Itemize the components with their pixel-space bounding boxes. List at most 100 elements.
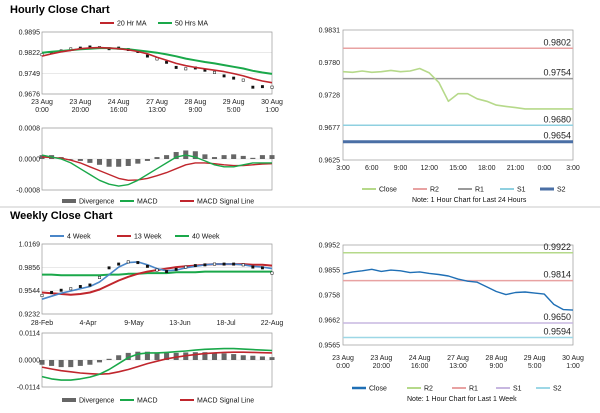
weekly-price-x-tick: 28-Feb [31, 320, 53, 327]
hourly-divergence-bar [68, 159, 74, 160]
hourly-s1-legend-label: S1 [517, 187, 526, 194]
weekly-divergence-bar [39, 360, 45, 365]
weekly-signal-legend-label: MACD Signal Line [197, 398, 254, 405]
hourly-levels-x-tick: 12:00 [420, 165, 438, 172]
weekly-price-x-tick: 9-May [124, 320, 144, 327]
hourly-r1-legend-label: R1 [475, 187, 484, 194]
weekly-price-candle-body [232, 262, 236, 266]
weekly-macd-y-tick: -0.0114 [17, 385, 40, 392]
hourly-price-candle-body [270, 85, 274, 89]
hourly-divergence-bar [192, 151, 198, 159]
weekly-price-x-tick: 22-Aug [261, 320, 284, 327]
weekly-level-s1-label: 0.9650 [543, 312, 571, 322]
hourly-price-y-tick: 0.9749 [19, 71, 41, 78]
hourly-levels-x-tick: 9:00 [394, 165, 408, 172]
weekly-price-candle-body [88, 283, 92, 287]
weekly-divergence-bar [192, 352, 198, 360]
weekly-levels-y-tick: 0.9758 [319, 293, 341, 300]
hourly-price-y-tick: 0.9822 [19, 50, 41, 57]
hourly-price-candle-body [165, 60, 169, 64]
hourly-price-candle-body [174, 65, 178, 69]
weekly-price-x-tick: 4-Apr [79, 320, 97, 327]
weekly-divergence-bar [221, 353, 227, 360]
hourly-price-candle-body [232, 76, 236, 80]
weekly-levels-x-tick: 23 Aug 20:00 [370, 355, 392, 370]
hourly-price-candle-body [251, 85, 255, 89]
hourly-levels-x-tick: 15:00 [449, 165, 467, 172]
hourly-divergence-bar [87, 159, 93, 163]
weekly-levels-y-tick: 0.9565 [319, 343, 341, 350]
hourly-divergence-bar [173, 152, 179, 159]
hourly-price-x-tick: 27 Aug 13:00 [146, 99, 168, 114]
hourly-levels-y-tick: 0.9677 [319, 125, 341, 132]
weekly-levels-y-tick: 0.9952 [319, 243, 341, 250]
hourly-ma50-line [41, 47, 273, 75]
weekly-divergence-bar [58, 360, 64, 368]
weekly-close-line [342, 268, 574, 311]
hourly-levels-x-tick: 21:00 [507, 165, 525, 172]
weekly-ma4-legend-label: 4 Week [67, 234, 91, 241]
hourly-divergence-bar [77, 159, 83, 161]
hourly-price-y-tick: 0.9676 [19, 92, 41, 99]
hourly-macd-y-tick: 0.0000 [19, 157, 41, 164]
hourly-levels-y-tick: 0.9780 [319, 60, 341, 67]
weekly-divergence-bar [250, 355, 256, 360]
weekly-s2-legend-label: S2 [553, 386, 562, 393]
hourly-s2-legend-label: S2 [557, 187, 566, 194]
hourly-macd-legend-label: MACD [137, 199, 158, 206]
weekly-divergence-bar [106, 358, 112, 360]
weekly-divergence-bar [144, 351, 150, 360]
hourly-divergence-bar [154, 157, 160, 159]
weekly-divergence-bar [259, 356, 265, 360]
weekly-levels-x-tick: 30 Aug 1:00 [562, 355, 584, 370]
hourly-level-r1-label: 0.9754 [543, 68, 571, 78]
hourly-divergence-bar [240, 155, 246, 159]
weekly-price-candle-body [193, 264, 197, 268]
hourly-macd-line [41, 154, 272, 187]
hourly-macd-y-tick: -0.0008 [16, 188, 40, 195]
weekly-divergence-bar [96, 360, 103, 363]
hourly-price-x-tick: 23 Aug 20:00 [69, 99, 91, 114]
weekly-price-candle-body [241, 263, 245, 267]
weekly-ma13-legend-label: 13 Week [134, 234, 162, 241]
weekly-ma40-line [42, 270, 272, 277]
weekly-price-candle-body [203, 263, 207, 267]
hourly-price-candle-body [222, 74, 226, 78]
hourly-divergence-bar [259, 155, 265, 159]
weekly-divergence-bar [87, 360, 93, 365]
weekly-level-r2-label: 0.9922 [543, 242, 571, 252]
hourly-divergence-bar [144, 159, 150, 161]
hourly-divergence-legend-label: Divergence [79, 199, 115, 206]
weekly-divergence-bar [77, 360, 83, 366]
hourly-price-candle-body [241, 78, 245, 82]
hourly-ma20-legend-label: 20 Hr MA [117, 21, 147, 28]
hourly-levels-y-tick: 0.9831 [319, 28, 341, 35]
hourly-divergence-bar [39, 155, 45, 159]
weekly-price-candle-body [98, 276, 101, 279]
weekly-divergence-bar [202, 352, 208, 360]
weekly-price-candle-body [260, 266, 264, 270]
weekly-levels-x-tick: 27 Aug 13:00 [447, 355, 469, 370]
weekly-levels-x-tick: 29 Aug 5:00 [524, 355, 546, 370]
hourly-price-frame [41, 31, 273, 95]
weekly-ma40-legend-label: 40 Week [192, 234, 220, 241]
hourly-divergence-bar [269, 155, 275, 159]
weekly-divergence-bar [49, 360, 55, 366]
weekly-divergence-bar [116, 355, 122, 360]
hourly-levels-y-tick: 0.9625 [319, 158, 341, 165]
weekly-levels-y-tick: 0.9662 [319, 318, 341, 325]
hourly-divergence-bar [116, 159, 122, 167]
hourly-section-title: Hourly Close Chart [10, 4, 110, 16]
weekly-macd-y-tick: 0.0114 [19, 331, 40, 338]
weekly-level-s2-label: 0.9594 [543, 327, 571, 337]
hourly-signal-legend-label: MACD Signal Line [197, 199, 254, 206]
hourly-price-x-tick: 24 Aug 16:00 [108, 99, 130, 114]
weekly-price-candle-body [155, 268, 159, 272]
weekly-macd-legend-label: MACD [137, 398, 158, 405]
weekly-r2-legend-label: R2 [424, 386, 433, 393]
hourly-levels-x-tick: 3:00 [336, 165, 350, 172]
hourly-levels-x-tick: 3:00 [566, 165, 580, 172]
weekly-price-candle-body [213, 262, 216, 266]
hourly-signal-line [41, 156, 273, 182]
